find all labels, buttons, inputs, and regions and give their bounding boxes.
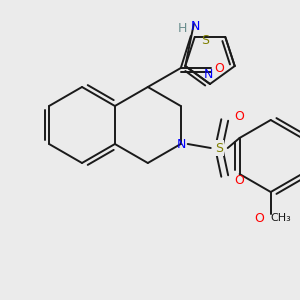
Text: O: O: [214, 61, 224, 74]
Text: S: S: [215, 142, 223, 154]
Text: O: O: [254, 212, 264, 224]
Text: S: S: [201, 34, 209, 47]
Text: N: N: [203, 68, 213, 80]
Text: CH₃: CH₃: [270, 213, 291, 223]
Text: N: N: [177, 137, 186, 151]
Text: H: H: [178, 22, 188, 35]
Text: O: O: [234, 110, 244, 122]
Text: O: O: [234, 173, 244, 187]
Text: N: N: [191, 20, 200, 32]
